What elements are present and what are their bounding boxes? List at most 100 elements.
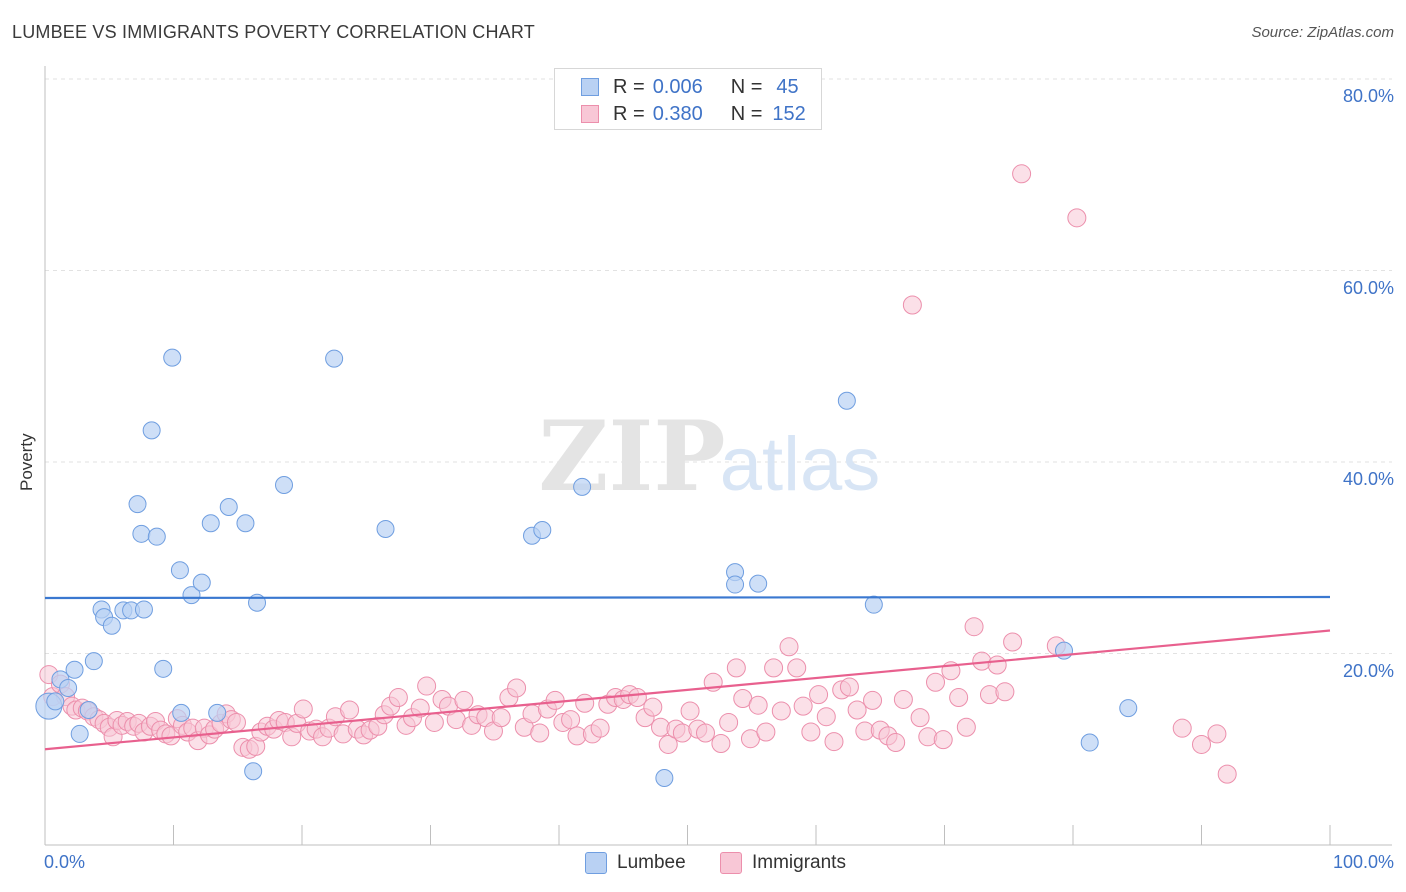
immigrants-point[interactable] — [979, 685, 999, 705]
immigrants-point[interactable] — [748, 695, 768, 715]
immigrants-point[interactable] — [695, 723, 715, 743]
immigrants-point[interactable] — [575, 693, 595, 713]
immigrants-point[interactable] — [424, 712, 444, 732]
immigrants-point[interactable] — [801, 722, 821, 742]
immigrants-point[interactable] — [779, 637, 799, 657]
lumbee-point[interactable] — [275, 475, 294, 494]
lumbee-point[interactable] — [84, 652, 103, 671]
immigrants-point[interactable] — [847, 700, 867, 720]
lumbee-point[interactable] — [244, 762, 263, 781]
immigrants-point[interactable] — [680, 701, 700, 721]
immigrants-point[interactable] — [726, 658, 746, 678]
lumbee-point[interactable] — [219, 498, 238, 517]
immigrants-point[interactable] — [987, 655, 1007, 675]
lumbee-trend-line — [44, 595, 1331, 600]
immigrants-point[interactable] — [926, 672, 946, 692]
lumbee-point[interactable] — [163, 348, 182, 367]
immigrants-point[interactable] — [902, 295, 922, 315]
immigrants-r-value: 0.380 — [652, 102, 703, 125]
lumbee-point[interactable] — [59, 678, 78, 697]
immigrants-point[interactable] — [1012, 164, 1032, 184]
immigrants-point[interactable] — [893, 689, 913, 709]
lumbee-point[interactable] — [172, 703, 191, 722]
immigrants-point[interactable] — [933, 730, 953, 750]
lumbee-point[interactable] — [837, 391, 856, 410]
immigrants-point[interactable] — [949, 688, 969, 708]
immigrants-point[interactable] — [417, 676, 437, 696]
lumbee-point[interactable] — [192, 573, 211, 592]
immigrants-point[interactable] — [1207, 724, 1227, 744]
legend-item-immigrants[interactable]: Immigrants — [720, 852, 846, 874]
immigrants-point[interactable] — [816, 707, 836, 727]
immigrants-point[interactable] — [793, 696, 813, 716]
lumbee-point[interactable] — [376, 520, 395, 539]
lumbee-point[interactable] — [132, 524, 151, 543]
lumbee-point[interactable] — [864, 595, 883, 614]
lumbee-point[interactable] — [1119, 699, 1138, 718]
immigrants-point[interactable] — [1003, 632, 1023, 652]
lumbee-point[interactable] — [208, 703, 227, 722]
immigrants-point[interactable] — [658, 734, 678, 754]
immigrants-point[interactable] — [491, 708, 511, 728]
lumbee-point[interactable] — [170, 561, 189, 580]
immigrants-point[interactable] — [839, 677, 859, 697]
legend-lumbee-label: Lumbee — [617, 852, 686, 873]
immigrants-point[interactable] — [293, 699, 313, 719]
lumbee-point[interactable] — [46, 692, 65, 711]
immigrants-point[interactable] — [1067, 208, 1087, 228]
lumbee-point[interactable] — [655, 768, 674, 787]
immigrants-point[interactable] — [530, 723, 550, 743]
immigrants-point[interactable] — [910, 708, 930, 728]
immigrants-point[interactable] — [764, 658, 784, 678]
immigrants-point[interactable] — [507, 678, 527, 698]
lumbee-point[interactable] — [154, 659, 173, 678]
immigrants-point[interactable] — [756, 722, 776, 742]
legend-item-lumbee[interactable]: Lumbee — [585, 852, 686, 874]
lumbee-point[interactable] — [147, 527, 166, 546]
lumbee-point[interactable] — [573, 477, 592, 496]
lumbee-point[interactable] — [134, 600, 153, 619]
immigrants-point[interactable] — [454, 690, 474, 710]
immigrants-point[interactable] — [627, 688, 647, 708]
immigrants-point[interactable] — [771, 701, 791, 721]
immigrants-point[interactable] — [995, 682, 1015, 702]
y-tick-label-80: 80.0% — [1342, 86, 1394, 106]
immigrants-point[interactable] — [1172, 718, 1192, 738]
immigrants-point[interactable] — [545, 690, 565, 710]
immigrants-point[interactable] — [561, 710, 581, 730]
lumbee-point[interactable] — [1080, 733, 1099, 752]
lumbee-point[interactable] — [201, 514, 220, 533]
immigrants-point[interactable] — [388, 688, 408, 708]
lumbee-point[interactable] — [325, 349, 344, 368]
immigrants-point[interactable] — [956, 717, 976, 737]
lumbee-point[interactable] — [726, 575, 745, 594]
immigrants-point[interactable] — [226, 712, 246, 732]
lumbee-point[interactable] — [142, 421, 161, 440]
lumbee-point[interactable] — [182, 586, 201, 605]
lumbee-point[interactable] — [533, 520, 552, 539]
lumbee-point[interactable] — [236, 514, 255, 533]
immigrants-point[interactable] — [964, 617, 984, 637]
axes — [44, 66, 1392, 846]
immigrants-point[interactable] — [886, 733, 906, 753]
lumbee-point[interactable] — [70, 724, 89, 743]
immigrants-point[interactable] — [1217, 764, 1237, 784]
lumbee-point[interactable] — [79, 700, 98, 719]
lumbee-point[interactable] — [128, 495, 147, 514]
immigrants-point[interactable] — [824, 732, 844, 752]
lumbee-point[interactable] — [749, 574, 768, 593]
immigrants-point[interactable] — [918, 727, 938, 747]
immigrants-point[interactable] — [711, 734, 731, 754]
immigrants-point[interactable] — [863, 690, 883, 710]
immigrants-point[interactable] — [590, 718, 610, 738]
lumbee-point[interactable] — [102, 616, 121, 635]
immigrants-point[interactable] — [340, 700, 360, 720]
immigrants-point[interactable] — [787, 658, 807, 678]
immigrants-point[interactable] — [809, 685, 829, 705]
lumbee-point[interactable] — [65, 660, 84, 679]
immigrants-point[interactable] — [410, 698, 430, 718]
immigrants-point[interactable] — [719, 712, 739, 732]
immigrants-point[interactable] — [1192, 734, 1211, 754]
immigrants-point[interactable] — [643, 697, 663, 717]
immigrants-trend-line — [44, 629, 1331, 751]
